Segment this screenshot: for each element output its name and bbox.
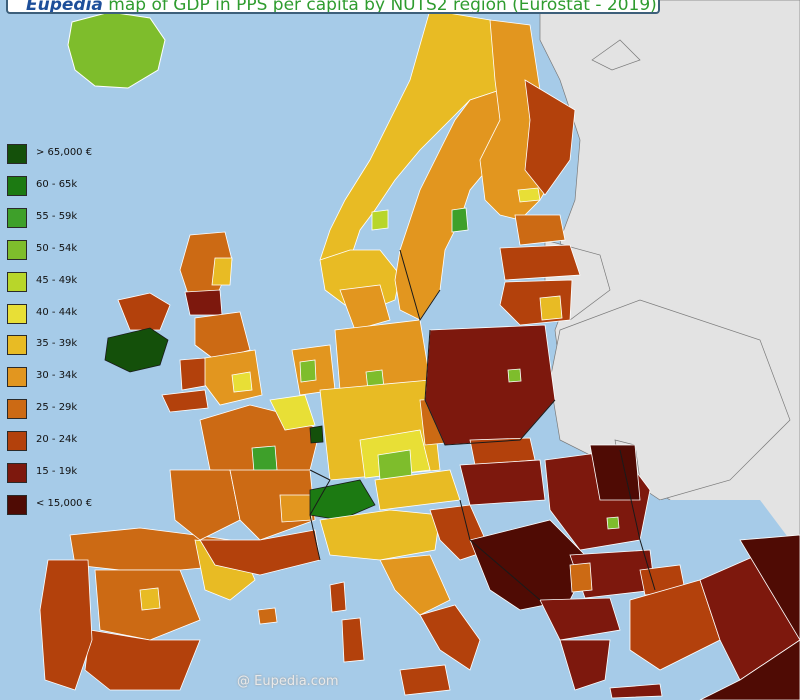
legend-swatch xyxy=(7,367,27,387)
legend-swatch xyxy=(7,463,27,483)
turkey-east xyxy=(699,534,800,700)
legend-swatch xyxy=(7,176,27,196)
legend-item: 30 - 34k xyxy=(7,366,127,388)
legend-label: 40 - 44k xyxy=(36,307,78,318)
legend-swatch xyxy=(7,144,27,164)
legend-item: < 15,000 € xyxy=(7,494,127,516)
legend-item: 50 - 54k xyxy=(7,239,127,261)
greece-south xyxy=(559,639,611,691)
legend-swatch xyxy=(7,240,27,260)
legend-label: 50 - 54k xyxy=(36,243,78,254)
italy-center xyxy=(379,554,451,616)
riga-vilnius xyxy=(539,295,563,321)
sicily xyxy=(399,664,451,696)
legend-swatch xyxy=(7,431,27,451)
cornwall xyxy=(161,389,209,413)
latvia xyxy=(499,244,581,281)
helsinki xyxy=(517,187,541,203)
madrid xyxy=(139,587,161,611)
paris xyxy=(251,445,278,473)
sofia xyxy=(569,562,593,593)
estonia xyxy=(514,214,566,246)
belgium xyxy=(269,394,316,431)
map-title: Eupedia map of GDP in PPS per capita by … xyxy=(6,0,660,14)
bucharest xyxy=(606,516,620,530)
oslo xyxy=(371,209,389,231)
legend-swatch xyxy=(7,208,27,228)
switzerland xyxy=(309,479,376,521)
lyon xyxy=(279,494,313,523)
crete xyxy=(609,683,663,699)
luxembourg xyxy=(309,425,324,444)
italy-south xyxy=(419,604,481,671)
legend-label: 55 - 59k xyxy=(36,211,78,222)
france-center xyxy=(229,469,316,541)
warsaw xyxy=(507,368,522,383)
sardinia xyxy=(341,617,365,663)
italy-north xyxy=(319,509,441,561)
denmark xyxy=(339,284,391,331)
legend-item: 20 - 24k xyxy=(7,430,127,452)
legend-item: 35 - 39k xyxy=(7,334,127,356)
iceland xyxy=(67,11,166,89)
watermark: @ Eupedia.com xyxy=(237,674,339,689)
legend-label: 20 - 24k xyxy=(36,434,78,445)
finland-east xyxy=(524,79,576,196)
france-west xyxy=(169,469,241,541)
london xyxy=(231,371,253,393)
benelux xyxy=(269,344,336,444)
legend-label: < 15,000 € xyxy=(36,498,93,509)
legend-item: 45 - 49k xyxy=(7,271,127,293)
national-borders xyxy=(309,249,656,601)
moldova-east xyxy=(589,444,641,501)
scotland-north xyxy=(211,257,233,286)
ireland-west xyxy=(117,292,171,331)
legend-item: > 65,000 € xyxy=(7,143,127,165)
non-eu-land xyxy=(539,0,800,561)
northern-ireland xyxy=(184,289,223,316)
legend-swatch xyxy=(7,399,27,419)
legend-item: 15 - 19k xyxy=(7,462,127,484)
legend-swatch xyxy=(7,495,27,515)
balearics xyxy=(257,607,278,625)
legend-swatch xyxy=(7,335,27,355)
hungary xyxy=(459,459,546,506)
turkey-west xyxy=(629,579,721,671)
poland xyxy=(424,324,556,446)
legend-label: 15 - 19k xyxy=(36,466,78,477)
title-text: map of GDP in PPS per capita by NUTS2 re… xyxy=(102,0,657,14)
greece-north xyxy=(539,597,621,641)
scandinavia xyxy=(319,9,576,321)
legend-item: 55 - 59k xyxy=(7,207,127,229)
legend-label: 25 - 29k xyxy=(36,402,78,413)
baltics xyxy=(499,214,581,326)
legend-item: 25 - 29k xyxy=(7,398,127,420)
corsica xyxy=(329,581,347,613)
svalbard-fragments xyxy=(591,39,641,71)
italy xyxy=(319,509,481,696)
portugal xyxy=(39,559,93,691)
spain-south xyxy=(84,629,201,691)
legend-label: 35 - 39k xyxy=(36,338,78,349)
turkey xyxy=(629,534,800,700)
legend-label: 45 - 49k xyxy=(36,275,78,286)
legend-label: 60 - 65k xyxy=(36,179,78,190)
eastern-europe xyxy=(424,324,663,699)
ireland-east xyxy=(104,327,169,373)
legend-swatch xyxy=(7,272,27,292)
british-isles xyxy=(104,231,263,413)
legend-item: 40 - 44k xyxy=(7,303,127,325)
legend-label: 30 - 34k xyxy=(36,370,78,381)
amsterdam xyxy=(299,359,317,383)
title-brand: Eupedia xyxy=(26,0,103,14)
legend-swatch xyxy=(7,304,27,324)
legend-label: > 65,000 € xyxy=(36,147,93,158)
stockholm xyxy=(451,207,469,233)
legend-item: 60 - 65k xyxy=(7,175,127,197)
